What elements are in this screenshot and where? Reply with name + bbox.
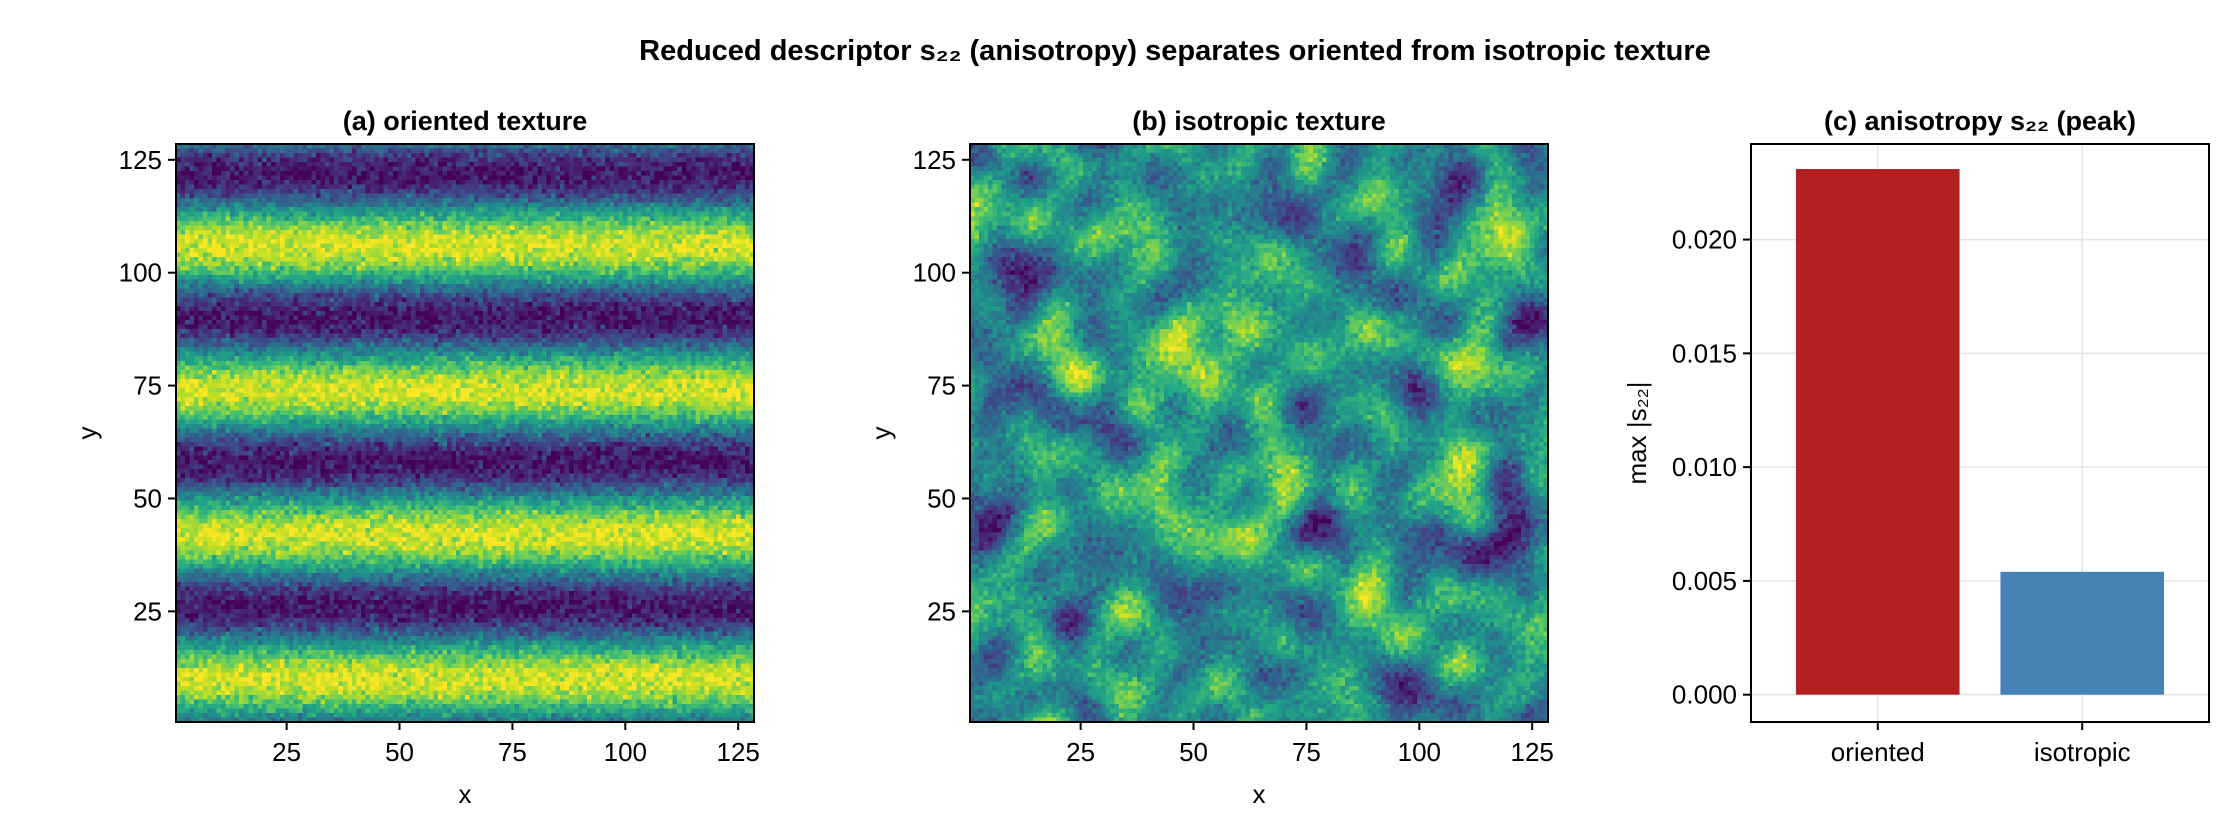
panel-a-y-tick-label: 75: [133, 371, 162, 401]
category-label-isotropic: isotropic: [2034, 737, 2131, 767]
panel-b-y-tick-label: 25: [927, 596, 956, 626]
panel-b-y-tick-label: 100: [913, 258, 956, 288]
panel-a-x-tick-label: 50: [385, 737, 414, 767]
panel-b-y-tick-label: 125: [913, 145, 956, 175]
panel-b-title: (b) isotropic texture: [1132, 106, 1386, 136]
ticks-a: 25 50 75 100 125 25 50 75 100 125: [119, 145, 760, 767]
panel-b-x-tick-label: 75: [1292, 737, 1321, 767]
panel-c-y-tick-label: 0.005: [1672, 566, 1737, 596]
panel-b-y-tick-label: 75: [927, 371, 956, 401]
panel-a-y-tick-label: 25: [133, 596, 162, 626]
panel-oriented: (a) oriented texture 25 50 75 100 125 25 50 75 1…: [72, 106, 760, 809]
x-axis-label-b: x: [1253, 779, 1266, 809]
bars-c: [1795, 169, 2165, 695]
panel-a-x-tick-label: 75: [498, 737, 527, 767]
ticks-b: 25 50 75 100 125 25 50 75 100 125: [913, 145, 1554, 767]
panel-c-y-tick-label: 0.020: [1672, 225, 1737, 255]
panel-b-x-tick-label: 100: [1398, 737, 1441, 767]
heatmap-oriented-container: [176, 144, 754, 722]
panel-a-title: (a) oriented texture: [343, 106, 588, 136]
ticks-c: 0.000 0.005 0.010 0.015 0.020 oriented isotrop…: [1672, 225, 2131, 767]
panel-c-title: (c) anisotropy s₂₂ (peak): [1824, 106, 2136, 136]
y-axis-label-a: y: [72, 427, 102, 440]
axes-frame-a: [175, 143, 755, 723]
figure-title: Reduced descriptor s₂₂ (anisotropy) sepa…: [639, 35, 1711, 67]
bar-oriented: [1795, 169, 1960, 695]
bar-isotropic: [2000, 571, 2165, 695]
panel-b-y-tick-label: 50: [927, 483, 956, 513]
axes-frame-b: [969, 143, 1549, 723]
panel-a-x-tick-label: 125: [717, 737, 760, 767]
heatmap-isotropic-container: [970, 144, 1548, 722]
heatmap-isotropic: [970, 144, 1548, 722]
panel-a-y-tick-label: 50: [133, 483, 162, 513]
panel-c-y-tick-label: 0.015: [1672, 338, 1737, 368]
y-axis-label-b: y: [866, 427, 896, 440]
x-axis-label-a: x: [459, 779, 472, 809]
category-label-oriented: oriented: [1831, 737, 1925, 767]
panel-b-x-tick-label: 125: [1511, 737, 1554, 767]
panel-isotropic: (b) isotropic texture 25 50 75 100 125 25 50 75…: [866, 106, 1554, 809]
panel-b-x-tick-label: 50: [1179, 737, 1208, 767]
panel-c-y-tick-label: 0.000: [1672, 680, 1737, 710]
panel-a-y-tick-label: 100: [119, 258, 162, 288]
panel-a-y-tick-label: 125: [119, 145, 162, 175]
axes-frame-c: [1750, 143, 2210, 723]
panel-a-x-tick-label: 25: [272, 737, 301, 767]
panel-a-x-tick-label: 100: [604, 737, 647, 767]
heatmap-oriented: [176, 144, 754, 722]
panel-c-y-tick-label: 0.010: [1672, 452, 1737, 482]
panel-b-x-tick-label: 25: [1066, 737, 1095, 767]
panel-bar: (c) anisotropy s₂₂ (peak) 0.000 0.005 0.01…: [1622, 106, 2210, 767]
y-axis-label-c: max |s₂₂|: [1622, 381, 1652, 484]
